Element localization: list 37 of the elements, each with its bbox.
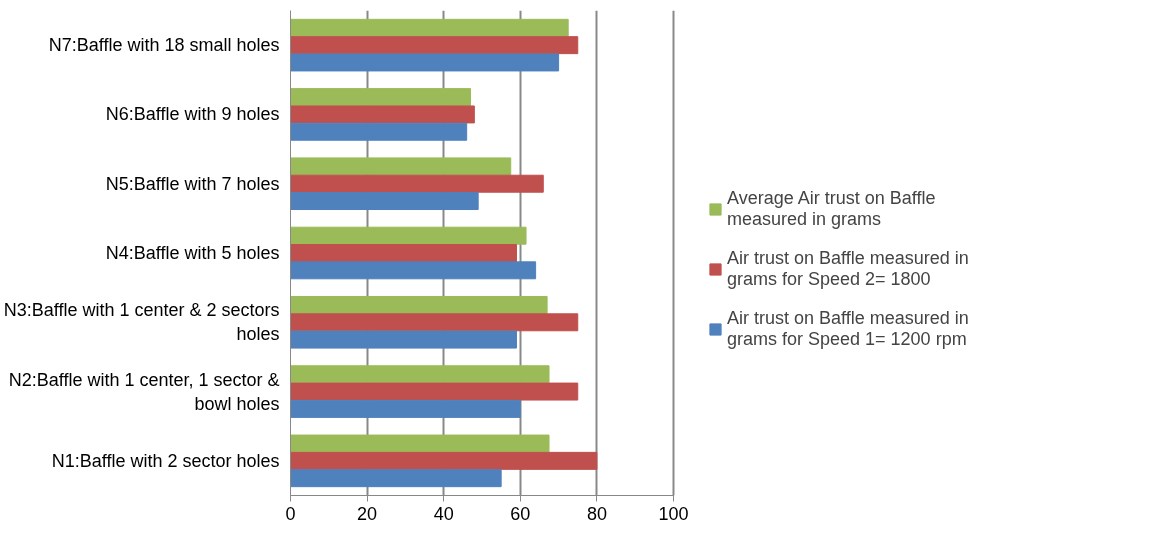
x-tick-label: 20 xyxy=(357,503,378,524)
y-tick-label: N1:Baffle with 2 sector holes xyxy=(51,450,280,471)
bar xyxy=(290,192,479,211)
bar xyxy=(290,313,579,332)
bar xyxy=(290,399,521,418)
bar xyxy=(290,174,544,193)
bar xyxy=(290,365,550,384)
bar xyxy=(290,382,579,401)
x-tick-label: 80 xyxy=(586,503,607,524)
bar xyxy=(290,53,560,72)
bar xyxy=(290,295,548,314)
bar xyxy=(290,18,569,37)
bar xyxy=(290,261,537,280)
bar xyxy=(290,330,517,349)
y-tick-label: N3:Baffle with 1 center & 2 sectors holes xyxy=(3,300,280,345)
x-tick-label: 0 xyxy=(285,503,296,524)
y-tick-label: N4:Baffle with 5 holes xyxy=(105,243,280,263)
bar xyxy=(290,122,468,141)
y-tick-label: N6:Baffle with 9 holes xyxy=(105,104,280,125)
bar xyxy=(290,105,475,124)
bar xyxy=(290,36,579,55)
bar xyxy=(290,469,502,488)
x-tick-label: 40 xyxy=(433,503,454,524)
legend-label: Average Air trust on Baffle measured in grams xyxy=(727,188,936,230)
legend-label: Air trust on Baffle measured in grams for Speed 2= 1800 xyxy=(727,248,969,290)
y-tick-label: N7:Baffle with 18 small holes xyxy=(48,35,280,56)
bar xyxy=(290,88,472,107)
y-tick-label: N5:Baffle with 7 holes xyxy=(105,173,280,194)
bar xyxy=(290,226,527,245)
y-tick-label: N2:Baffle with 1 center, 1 sector & bowl holes xyxy=(8,369,280,414)
bar xyxy=(290,434,550,453)
bar xyxy=(290,157,512,176)
x-tick-label: 100 xyxy=(658,503,689,524)
x-tick-label: 60 xyxy=(510,503,531,524)
bar xyxy=(290,244,517,262)
bar xyxy=(290,451,598,470)
legend-label: Air trust on Baffle measured in grams for Speed 1= 1200 rpm xyxy=(727,308,969,350)
